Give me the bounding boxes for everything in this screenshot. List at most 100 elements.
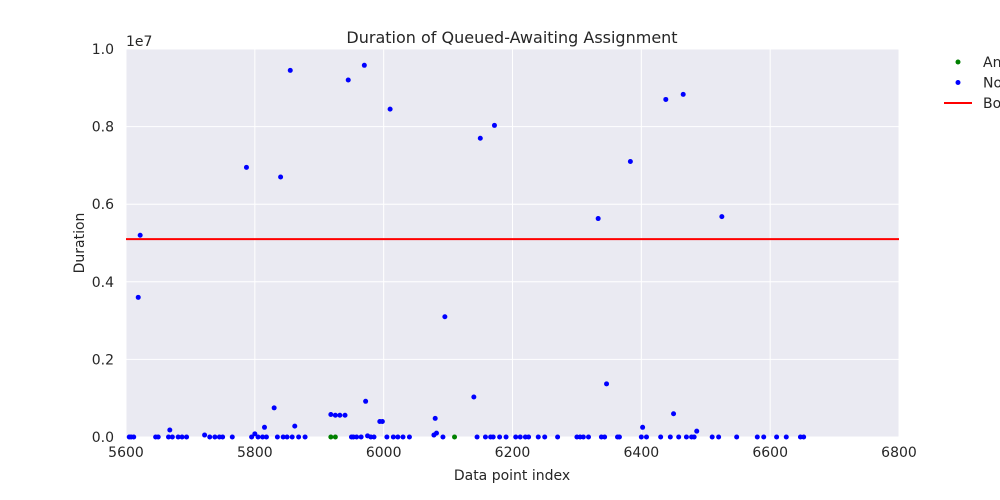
data-point	[604, 381, 610, 387]
data-point	[332, 412, 338, 418]
data-point	[754, 434, 760, 440]
data-point	[179, 434, 185, 440]
data-point	[296, 434, 302, 440]
data-point	[260, 434, 266, 440]
y-tick-label: 0.0	[92, 430, 114, 446]
legend-point-marker	[955, 80, 961, 85]
data-point	[663, 96, 669, 102]
data-point	[332, 434, 338, 440]
data-point	[292, 423, 298, 429]
data-point	[734, 434, 740, 440]
data-point	[535, 434, 541, 440]
data-point	[175, 434, 181, 440]
data-point	[433, 430, 439, 436]
data-point	[289, 434, 295, 440]
y-offset-text: 1e7	[126, 34, 152, 50]
data-point	[261, 424, 267, 430]
data-point	[640, 424, 646, 430]
x-tick-label: 6200	[495, 445, 531, 461]
data-point	[280, 434, 286, 440]
data-point	[432, 415, 438, 421]
data-point	[602, 434, 608, 440]
data-point	[207, 434, 213, 440]
data-point	[249, 434, 255, 440]
data-point	[680, 91, 686, 97]
data-point	[580, 434, 586, 440]
data-point	[337, 412, 343, 418]
data-point	[490, 434, 496, 440]
data-point	[271, 405, 277, 411]
data-point	[379, 418, 385, 424]
data-point	[284, 434, 290, 440]
data-point	[166, 434, 172, 440]
data-point	[667, 434, 673, 440]
y-axis-label: Duration	[72, 213, 88, 274]
data-point	[252, 431, 258, 437]
x-tick-label: 5800	[237, 445, 273, 461]
data-point	[491, 122, 497, 128]
data-point	[719, 214, 725, 220]
y-tick-label: 0.8	[92, 120, 114, 136]
data-point	[137, 232, 143, 238]
y-tick-label: 0.4	[92, 275, 114, 291]
data-point	[517, 434, 523, 440]
data-point	[643, 434, 649, 440]
data-point	[709, 434, 715, 440]
grid-lines	[125, 48, 900, 438]
data-point	[400, 434, 406, 440]
legend-label: An	[983, 55, 1000, 71]
data-point	[363, 398, 369, 404]
data-point	[229, 434, 235, 440]
data-point	[274, 434, 280, 440]
legend-point-marker	[955, 59, 961, 65]
data-point	[774, 434, 780, 440]
data-point	[390, 434, 396, 440]
data-point	[135, 294, 141, 300]
x-tick-label: 5600	[108, 445, 144, 461]
data-point	[526, 434, 532, 440]
legend-label: Bo	[983, 96, 1000, 112]
data-point	[212, 434, 218, 440]
data-point	[155, 434, 161, 440]
chart-title: Duration of Queued-Awaiting Assignment	[346, 28, 677, 47]
data-point	[345, 77, 351, 83]
data-point	[243, 164, 249, 170]
data-point	[354, 434, 360, 440]
data-point	[278, 174, 284, 180]
data-point	[542, 434, 548, 440]
x-tick-label: 6400	[624, 445, 660, 461]
data-point	[287, 67, 293, 73]
data-point	[442, 314, 448, 320]
data-point	[440, 434, 446, 440]
data-point	[131, 434, 137, 440]
data-point	[555, 434, 561, 440]
data-point	[761, 434, 767, 440]
data-point	[627, 159, 633, 165]
data-point	[169, 434, 175, 440]
data-point	[387, 106, 393, 112]
data-point	[361, 62, 367, 68]
data-point	[358, 434, 364, 440]
data-point	[302, 434, 308, 440]
data-point	[783, 434, 789, 440]
y-tick-labels: 0.0 0.2 0.4 0.6 0.8 1.0	[92, 42, 114, 446]
data-point	[220, 434, 226, 440]
data-point	[671, 411, 677, 417]
data-point	[716, 434, 722, 440]
data-point	[406, 434, 412, 440]
data-point	[616, 434, 622, 440]
legend-label: No	[983, 76, 1000, 92]
y-tick-label: 0.2	[92, 352, 114, 368]
data-point	[691, 434, 697, 440]
data-point	[477, 135, 483, 141]
data-point	[595, 216, 601, 222]
data-point	[638, 434, 644, 440]
data-point	[586, 434, 592, 440]
data-point	[658, 434, 664, 440]
data-point	[371, 434, 377, 440]
data-point	[328, 434, 334, 440]
data-point	[513, 434, 519, 440]
data-point	[167, 427, 173, 433]
data-point	[384, 434, 390, 440]
